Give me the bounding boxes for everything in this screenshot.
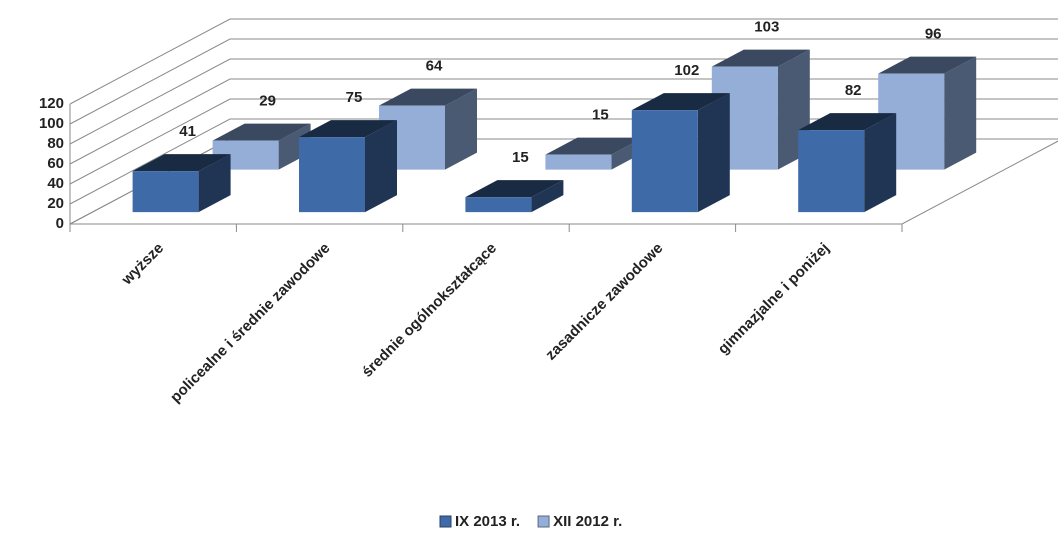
bar-front — [545, 154, 612, 170]
y-tick-label: 60 — [47, 155, 64, 172]
value-label: 103 — [754, 19, 779, 36]
bar — [631, 93, 730, 213]
x-tick-label: zasadnicze zawodowe — [542, 240, 666, 364]
bar-side — [531, 180, 564, 213]
value-label: 75 — [346, 89, 363, 106]
bar-front — [299, 137, 365, 213]
x-tick-label: policealne i średnie zawodowe — [167, 240, 333, 406]
legend-swatch — [537, 515, 550, 528]
y-tick-label: 0 — [56, 215, 64, 232]
value-label: 64 — [426, 58, 443, 75]
bar-front — [631, 110, 698, 213]
bar-top — [465, 180, 564, 198]
x-tick-label: średnie ogólnokształcące — [359, 240, 500, 381]
bar-top — [878, 56, 977, 74]
legend: IX 2013 r. XII 2012 r. — [439, 513, 622, 530]
x-tick-label: wyższe — [118, 240, 167, 289]
bar-top — [132, 154, 231, 172]
value-label: 15 — [512, 149, 529, 166]
bar — [132, 154, 231, 213]
bar-top — [299, 120, 397, 138]
y-tick-label: 80 — [47, 135, 64, 152]
bar-top — [545, 137, 644, 155]
bar-side — [278, 123, 311, 170]
legend-label: XII 2012 r. — [553, 513, 622, 530]
bar-front — [132, 171, 199, 213]
value-label: 96 — [925, 26, 942, 43]
bar-front — [798, 130, 865, 213]
value-label: 102 — [674, 62, 699, 79]
bar-side — [864, 113, 897, 213]
bar-top — [379, 88, 477, 106]
bar-side — [697, 93, 730, 213]
y-tick-label: 100 — [39, 115, 64, 132]
bar — [545, 137, 644, 170]
legend-label: IX 2013 r. — [455, 513, 520, 530]
bar-top — [212, 123, 311, 141]
bar-top — [631, 93, 730, 111]
x-tick-label: gimnazjalne i poniżej — [715, 240, 833, 358]
bar-side — [365, 120, 397, 213]
legend-swatch — [439, 515, 452, 528]
bar — [798, 113, 897, 213]
bar-top — [711, 49, 810, 67]
bar-side — [198, 154, 231, 213]
bar-side — [445, 88, 477, 170]
bar — [299, 120, 397, 213]
value-label: 29 — [259, 93, 276, 110]
bar-top — [798, 113, 897, 131]
bar-front — [465, 197, 532, 213]
y-tick-label: 20 — [47, 195, 64, 212]
value-label: 15 — [592, 107, 609, 124]
bar — [465, 180, 564, 213]
value-label: 41 — [179, 123, 196, 140]
y-tick-label: 120 — [39, 95, 64, 112]
grid-line — [69, 38, 1058, 125]
grid-line — [69, 18, 1058, 105]
y-tick-label: 40 — [47, 175, 64, 192]
value-label: 82 — [845, 82, 862, 99]
bar-side — [944, 56, 977, 170]
bar — [212, 123, 311, 170]
